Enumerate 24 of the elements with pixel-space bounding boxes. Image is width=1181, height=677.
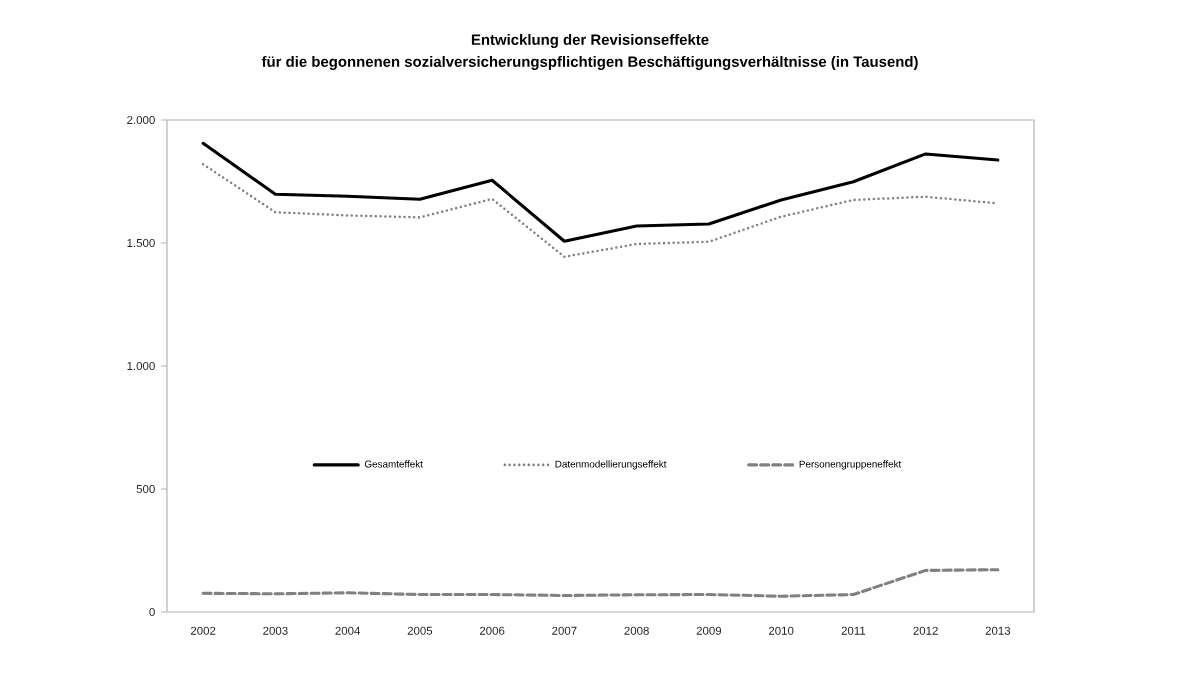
x-tick-label: 2004: [335, 626, 361, 635]
x-tick-label: 2012: [913, 626, 938, 635]
legend-label: Gesamteffekt: [364, 460, 423, 468]
line-series: [201, 568, 1000, 598]
line-series: [201, 141, 1000, 243]
y-tick-label: 500: [136, 484, 155, 494]
x-tick-label: 2005: [407, 626, 433, 635]
y-tick-label: 0: [149, 607, 155, 617]
x-tick-label: 2009: [696, 626, 722, 635]
x-tick-label: 2003: [263, 626, 288, 635]
x-tick-label: 2002: [190, 626, 216, 635]
y-tick-label: 1.000: [127, 361, 155, 371]
chart-subtitle: für die begonnenen sozialversicherungspflichtigen Beschäftigungsverhältnisse (in Tausend): [261, 56, 918, 70]
chart-title: Entwicklung der Revisionseffekte: [471, 34, 709, 48]
y-tick-label: 2.000: [127, 115, 155, 125]
x-tick-label: 2007: [552, 626, 577, 635]
x-tick-label: 2010: [768, 626, 794, 635]
x-tick-label: 2006: [479, 626, 505, 635]
x-tick-label: 2008: [624, 626, 649, 635]
x-tick-label: 2013: [985, 626, 1011, 635]
y-tick-label: 1.500: [127, 238, 155, 248]
legend-label: Datenmodellierungseffekt: [555, 460, 667, 470]
x-tick-label: 2011: [841, 626, 866, 635]
legend-label: Personengruppeneffekt: [799, 460, 902, 470]
